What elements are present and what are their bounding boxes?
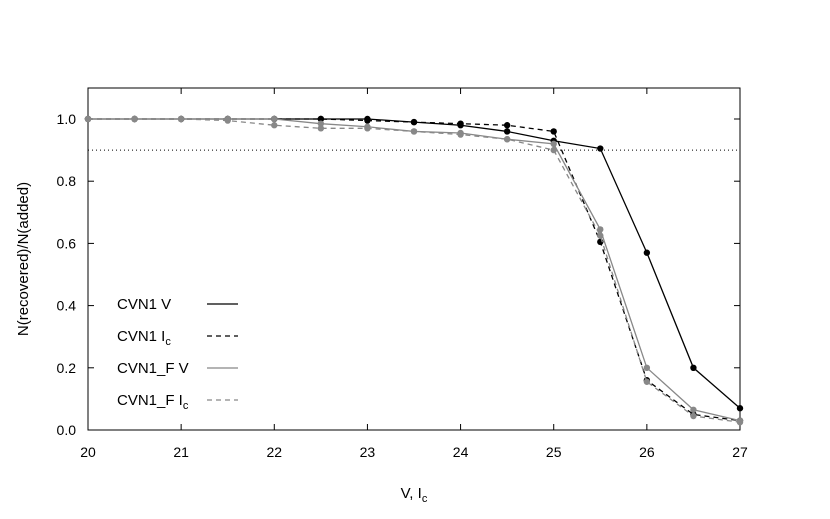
data-point [503,136,511,143]
x-tick-label: 24 [453,444,469,460]
x-tick-label: 27 [732,444,748,460]
data-point [643,364,651,371]
y-tick-labels: 0.0 0.2 0.4 0.6 0.8 1.0 [57,111,77,438]
data-point [410,128,418,135]
x-tick-labels: 20 21 22 23 24 25 26 27 [80,444,748,460]
x-tick-label: 20 [80,444,96,460]
data-point [364,125,371,132]
data-point [317,115,325,123]
x-tick-label: 21 [173,444,189,460]
legend-item: CVN1_F Ic [117,392,238,412]
y-tick-label: 0.2 [57,360,77,376]
data-point [177,115,185,123]
y-tick-label: 0.0 [57,422,77,438]
data-point [131,115,138,123]
legend-item: CVN1 V [117,296,238,313]
data-point [643,249,651,256]
data-point [736,419,744,426]
data-point [410,118,418,126]
series-layer [84,115,744,426]
legend-label: CVN1_F V [117,360,189,377]
legend-item: CVN1_F V [117,360,238,377]
data-point [457,120,464,127]
y-tick-label: 0.4 [57,298,77,314]
legend: CVN1 V CVN1 Ic CVN1_F V CVN1_F Ic [117,296,238,412]
legend-label: CVN1_F Ic [117,392,189,412]
y-axis-label: N(recovered)/N(added) [15,182,32,336]
data-point [503,128,511,135]
data-point [224,117,231,124]
data-point [550,140,557,148]
x-axis-label: V, Ic [401,485,428,505]
x-tick-label: 25 [546,444,562,460]
data-point [503,122,511,129]
data-point [84,115,92,123]
data-point [550,128,557,135]
legend-item: CVN1 Ic [117,328,238,348]
y-tick-label: 0.6 [57,235,77,251]
y-tick-label: 0.8 [57,173,77,189]
series-2 [84,115,744,424]
data-point [271,122,278,129]
x-tick-label: 23 [360,444,376,460]
data-point [364,117,371,124]
x-tick-label: 26 [639,444,655,460]
data-point [317,125,325,132]
data-point [643,378,651,385]
data-point [690,406,697,413]
data-point [736,405,744,412]
data-point [457,131,464,138]
y-tick-label: 1.0 [57,111,77,127]
legend-label: CVN1 Ic [117,328,171,348]
data-point [317,120,325,127]
series-3 [84,115,744,426]
plot-frame [87,87,741,431]
x-tick-label: 22 [266,444,282,460]
legend-label: CVN1 V [117,296,171,313]
series-1 [84,115,744,424]
axis-ticks [87,88,741,431]
data-point [550,146,557,154]
data-point [597,232,604,239]
data-point [597,145,604,152]
data-point [271,115,278,123]
data-point [690,412,697,420]
data-point [690,364,697,371]
data-point [597,226,604,233]
